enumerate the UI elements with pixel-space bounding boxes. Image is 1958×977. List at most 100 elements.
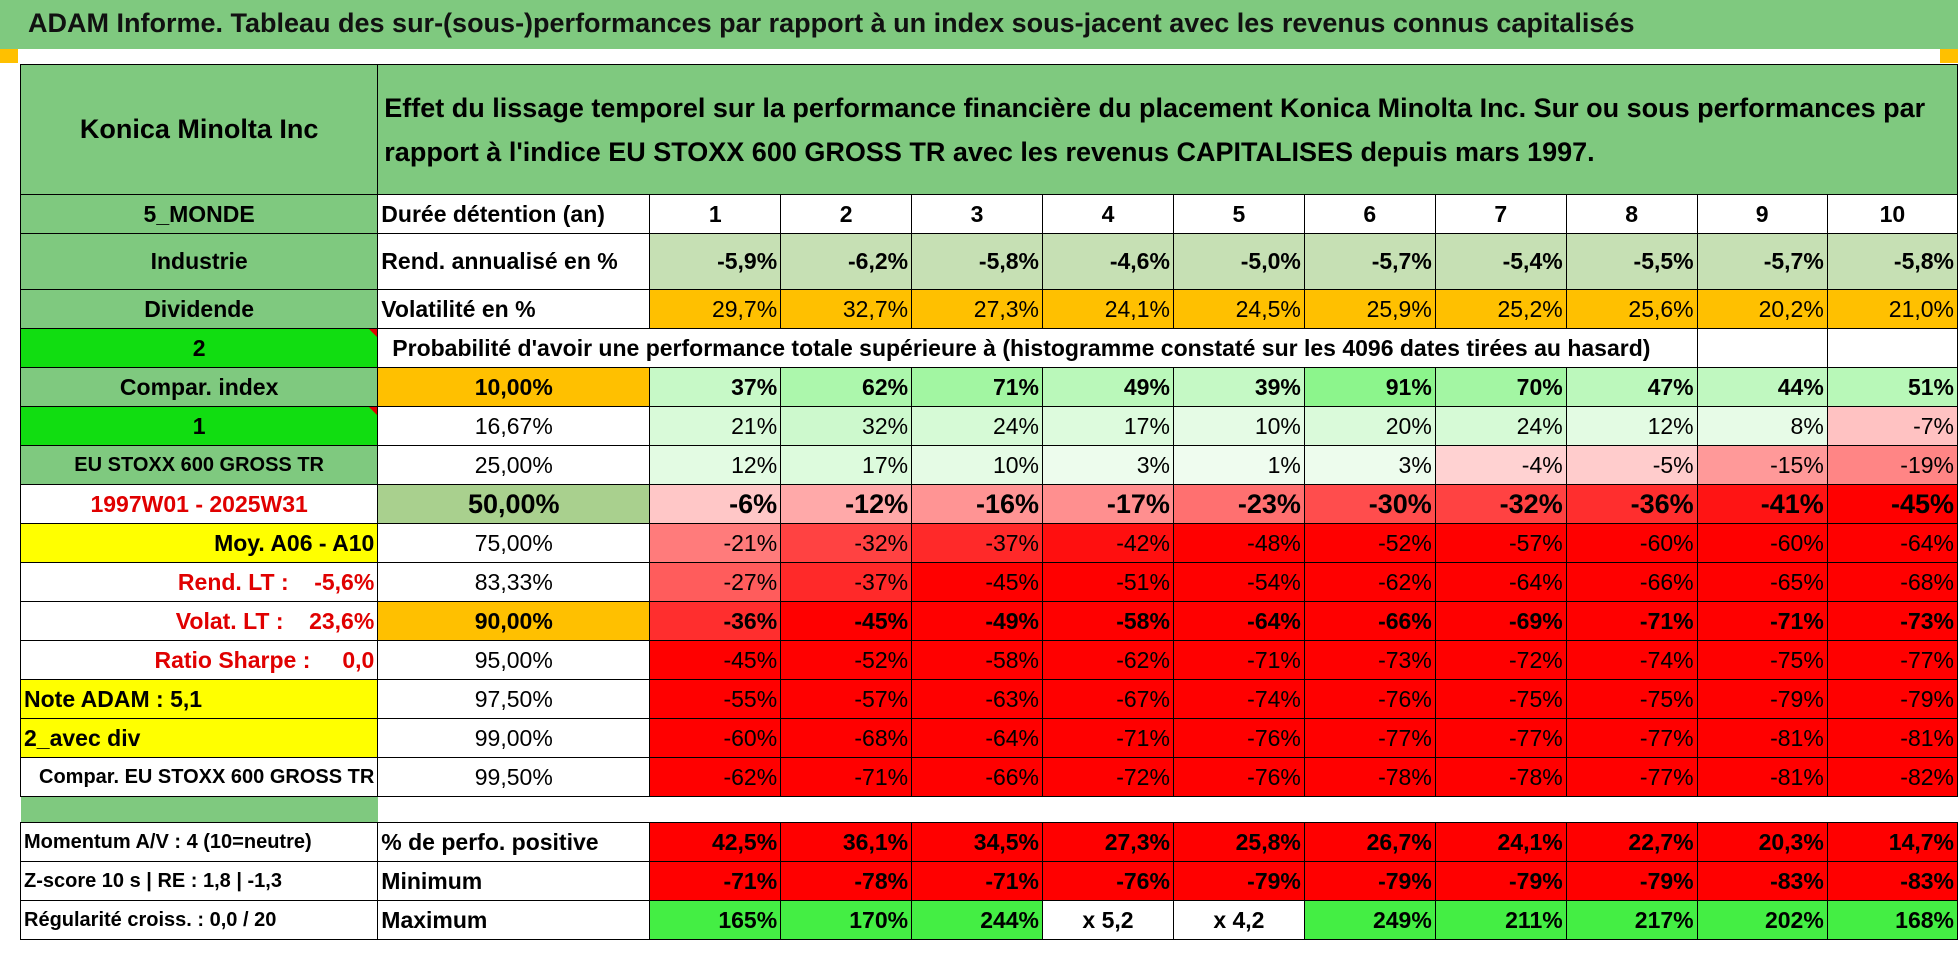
max-value: 217% xyxy=(1565,900,1698,940)
percentile-value: -76% xyxy=(1303,679,1436,719)
year-header: 5 xyxy=(1172,194,1305,234)
percentile-value: -57% xyxy=(780,679,913,719)
percentile-row: Rend. LT : -5,6% 83,33% -27% -37% -45% -51% -… xyxy=(19,562,1958,602)
percentile-value: -30% xyxy=(1303,484,1436,524)
percentile-value: -72% xyxy=(1434,640,1567,680)
percentile-value: -71% xyxy=(1172,640,1305,680)
corner-marker-right xyxy=(1940,49,1958,63)
percentile-value: 91% xyxy=(1303,367,1436,407)
percentile-label: 97,50% xyxy=(377,679,651,719)
percentile-value: -75% xyxy=(1565,679,1698,719)
percentile-value: -57% xyxy=(1434,523,1567,563)
percentile-label: 75,00% xyxy=(377,523,651,563)
percentile-value: -81% xyxy=(1696,718,1828,758)
percentile-value: -72% xyxy=(1042,757,1174,797)
separator-cell xyxy=(20,796,378,823)
min-value: -71% xyxy=(911,861,1044,901)
vol-label: Volatilité en % xyxy=(377,289,651,329)
table-description: Effet du lissage temporel sur la perform… xyxy=(377,64,1958,195)
year-header: 1 xyxy=(649,194,782,234)
min-value: -78% xyxy=(780,861,913,901)
percentile-value: -64% xyxy=(1172,601,1305,641)
rend-value: -5,7% xyxy=(1696,233,1828,290)
rend-value: -5,4% xyxy=(1434,233,1567,290)
rend-value: -5,0% xyxy=(1172,233,1305,290)
momentum-label: Momentum A/V : 4 (10=neutre) xyxy=(19,822,379,862)
percentile-value: -60% xyxy=(1696,523,1828,563)
percentile-value: -81% xyxy=(1696,757,1828,797)
percentile-value: 47% xyxy=(1565,367,1698,407)
rend-value: -4,6% xyxy=(1042,233,1174,290)
percentile-value: -66% xyxy=(1565,562,1698,602)
sector-label: Industrie xyxy=(19,233,379,290)
sharpe-ratio: Ratio Sharpe : 0,0 xyxy=(19,640,379,680)
company-name: Konica Minolta Inc xyxy=(19,64,379,195)
positive-value: 22,7% xyxy=(1565,822,1698,862)
percentile-value: -7% xyxy=(1826,406,1958,446)
percentile-value: 39% xyxy=(1172,367,1305,407)
percentile-value: -74% xyxy=(1172,679,1305,719)
percentile-row: Moy. A06 - A10 75,00% -21% -32% -37% -42% -48… xyxy=(19,523,1958,563)
regularite-label: Régularité croiss. : 0,0 / 20 xyxy=(19,900,379,940)
percentile-value: -77% xyxy=(1303,718,1436,758)
percentile-value: -42% xyxy=(1042,523,1174,563)
max-value: 168% xyxy=(1826,900,1958,940)
empty-cell xyxy=(1826,328,1958,368)
dividend-label: Dividende xyxy=(19,289,379,329)
percentile-value: -45% xyxy=(1826,484,1958,524)
percentile-value: -68% xyxy=(1826,562,1958,602)
percentile-value: 12% xyxy=(1565,406,1698,446)
rend-label: Rend. annualisé en % xyxy=(377,233,651,290)
percentile-value: -75% xyxy=(1696,640,1828,680)
compar-value: 1 xyxy=(19,406,379,446)
percentile-value: -68% xyxy=(780,718,913,758)
percentile-row: Ratio Sharpe : 0,0 95,00% -45% -52% -58% -62… xyxy=(19,640,1958,680)
percentile-value: -52% xyxy=(1303,523,1436,563)
percentile-value: -41% xyxy=(1696,484,1828,524)
max-value: 249% xyxy=(1303,900,1436,940)
percentile-value: -71% xyxy=(1565,601,1698,641)
percentile-row: Compar. index 10,00% 37% 62% 71% 49% 39% 91% 70… xyxy=(19,367,1958,407)
percentile-row: 1997W01 - 2025W31 50,00% -6% -12% -16% -17% -… xyxy=(19,484,1958,524)
min-value: -79% xyxy=(1434,861,1567,901)
index-name: EU STOXX 600 GROSS TR xyxy=(19,445,379,485)
percentile-value: -62% xyxy=(1042,640,1174,680)
year-header: 6 xyxy=(1303,194,1436,234)
vol-value: 20,2% xyxy=(1696,289,1828,329)
max-value: 165% xyxy=(649,900,782,940)
vol-value: 25,9% xyxy=(1303,289,1436,329)
min-value: -83% xyxy=(1826,861,1958,901)
vol-value: 29,7% xyxy=(649,289,782,329)
percentile-value: -63% xyxy=(911,679,1044,719)
percentile-value: 51% xyxy=(1826,367,1958,407)
volat-lt: Volat. LT : 23,6% xyxy=(19,601,379,641)
percentile-value: -32% xyxy=(1434,484,1567,524)
percentile-row: Compar. EU STOXX 600 GROSS TR 99,50% -62%… xyxy=(19,757,1958,797)
percentile-value: 21% xyxy=(649,406,782,446)
rend-lt: Rend. LT : -5,6% xyxy=(19,562,379,602)
year-header: 3 xyxy=(911,194,1044,234)
percentile-value: -32% xyxy=(780,523,913,563)
percentile-label: 10,00% xyxy=(377,367,651,407)
percentile-label: 50,00% xyxy=(377,484,651,524)
positive-value: 26,7% xyxy=(1303,822,1436,862)
adam-note: Note ADAM : 5,1 xyxy=(19,679,379,719)
percentile-value: 32% xyxy=(780,406,913,446)
dividend-value: 2 xyxy=(19,328,379,368)
max-value: 202% xyxy=(1696,900,1828,940)
percentile-value: -19% xyxy=(1826,445,1958,485)
percentile-value: -76% xyxy=(1172,757,1305,797)
percentile-value: 20% xyxy=(1303,406,1436,446)
vol-value: 25,2% xyxy=(1434,289,1567,329)
percentile-value: -12% xyxy=(780,484,913,524)
percentile-value: 3% xyxy=(1042,445,1174,485)
percentile-value: -36% xyxy=(649,601,782,641)
percentile-value: 10% xyxy=(911,445,1044,485)
percentile-value: -37% xyxy=(780,562,913,602)
rend-value: -5,9% xyxy=(649,233,782,290)
percentile-value: -58% xyxy=(911,640,1044,680)
vol-value: 24,5% xyxy=(1172,289,1305,329)
min-label: Minimum xyxy=(377,861,651,901)
percentile-value: -54% xyxy=(1172,562,1305,602)
min-value: -76% xyxy=(1042,861,1174,901)
